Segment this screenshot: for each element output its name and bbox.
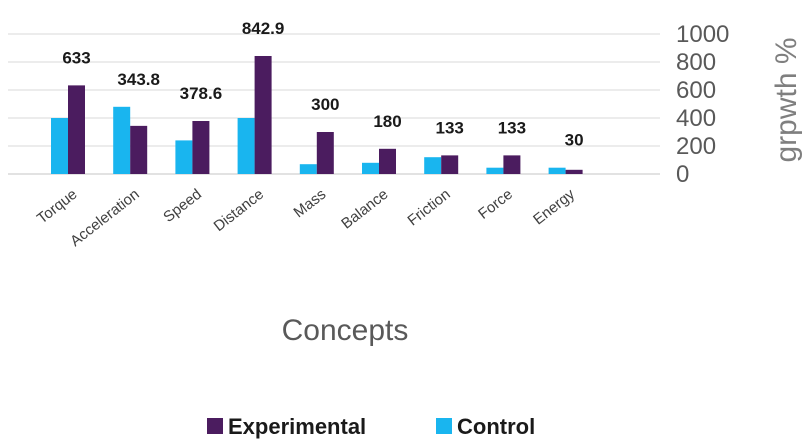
y-tick-label: 600 [676,77,716,104]
y-tick-label: 400 [676,105,716,132]
data-label: 633 [62,48,90,67]
x-tick-label: Distance [211,186,267,235]
data-label: 133 [436,118,464,137]
bar-experimental-speed [192,120,210,174]
bar-experimental-balance [379,148,396,174]
x-tick-label: Acceleration [67,186,143,250]
data-label: 378.6 [180,84,223,103]
bar-control-energy [548,167,566,174]
bar-control-friction [424,157,442,174]
bar-experimental-distance [254,55,272,174]
legend-swatch-control [436,418,452,434]
bar-control-mass [299,164,317,174]
data-label: 300 [311,95,339,114]
bar-experimental-energy [565,169,583,174]
legend: Experimental Control [207,414,535,439]
bar-experimental-force [503,155,521,174]
bar-control-distance [237,118,255,174]
x-tick-label: Friction [404,186,453,230]
y-tick-label: 1000 [676,21,729,48]
y-tick-label: 200 [676,133,716,160]
x-axis-title: Concepts [282,314,409,347]
x-tick-label: Mass [291,186,330,221]
bar-control-force [486,167,504,174]
bar-experimental-torque [68,85,85,174]
data-labels: 633 343.8 378.6 842.9 300 180 133 133 30 [62,19,583,150]
y-axis-title: grpwth % [770,37,803,162]
bar-control-torque [51,118,68,174]
data-label: 343.8 [117,70,160,89]
bar-control-balance [362,162,379,174]
x-tick-label: Force [475,186,516,223]
legend-label-control: Control [457,414,535,439]
x-tick-label: Torque [34,186,81,228]
x-tick-label: Balance [338,186,391,233]
legend-label-experimental: Experimental [228,414,366,439]
data-label: 842.9 [242,19,285,38]
y-tick-label: 800 [676,49,716,76]
bar-experimental-friction [441,155,459,174]
data-label: 180 [373,112,401,131]
bar-control-acceleration [113,106,131,174]
data-label: 30 [565,131,584,150]
y-tick-label: 0 [676,161,689,188]
legend-swatch-experimental [207,418,223,434]
bar-experimental-acceleration [130,125,148,174]
bars [51,55,583,174]
data-label: 133 [498,118,526,137]
bar-control-speed [175,140,193,174]
x-tick-label: Energy [530,185,578,228]
x-tick-label: Speed [160,186,205,226]
bar-experimental-mass [316,132,334,174]
